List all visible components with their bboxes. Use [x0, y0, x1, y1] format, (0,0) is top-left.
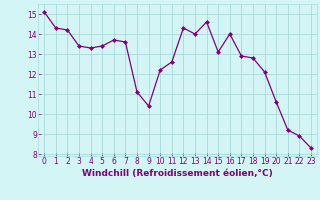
X-axis label: Windchill (Refroidissement éolien,°C): Windchill (Refroidissement éolien,°C) — [82, 169, 273, 178]
